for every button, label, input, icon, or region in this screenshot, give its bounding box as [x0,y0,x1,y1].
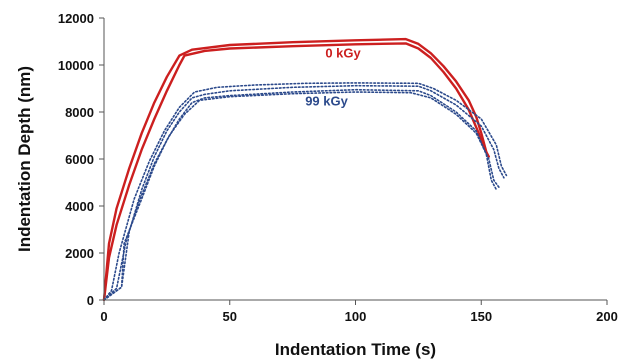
y-tick-label: 4000 [65,199,94,214]
series-line-99-kgy [103,82,508,301]
y-axis-title: Indentation Depth (nm) [15,66,34,252]
x-tick-label: 150 [470,309,492,324]
x-tick-label: 0 [100,309,107,324]
y-tick-label: 8000 [65,105,94,120]
y-tick-label: 2000 [65,246,94,261]
y-tick-label: 10000 [58,58,94,73]
x-tick-label: 50 [223,309,237,324]
x-tick-label: 200 [596,309,618,324]
annotation-layer: 0 kGy 99 kGy [305,45,361,108]
series-line-99-kgy [103,84,505,301]
series-line-0-kgy [102,42,490,302]
y-tick-label: 12000 [58,11,94,26]
series-label-99-kgy: 99 kGy [305,94,348,109]
series-line-99-kgy [103,91,500,301]
y-tick-label: 0 [87,293,94,308]
series-line-0-kgy [102,37,488,302]
x-axis-title: Indentation Time (s) [275,340,436,359]
y-tick-label: 6000 [65,152,94,167]
series-layer [102,37,508,302]
series-label-0-kgy: 0 kGy [325,45,361,60]
x-tick-label: 100 [345,309,367,324]
series-line-99-kgy [103,88,498,301]
